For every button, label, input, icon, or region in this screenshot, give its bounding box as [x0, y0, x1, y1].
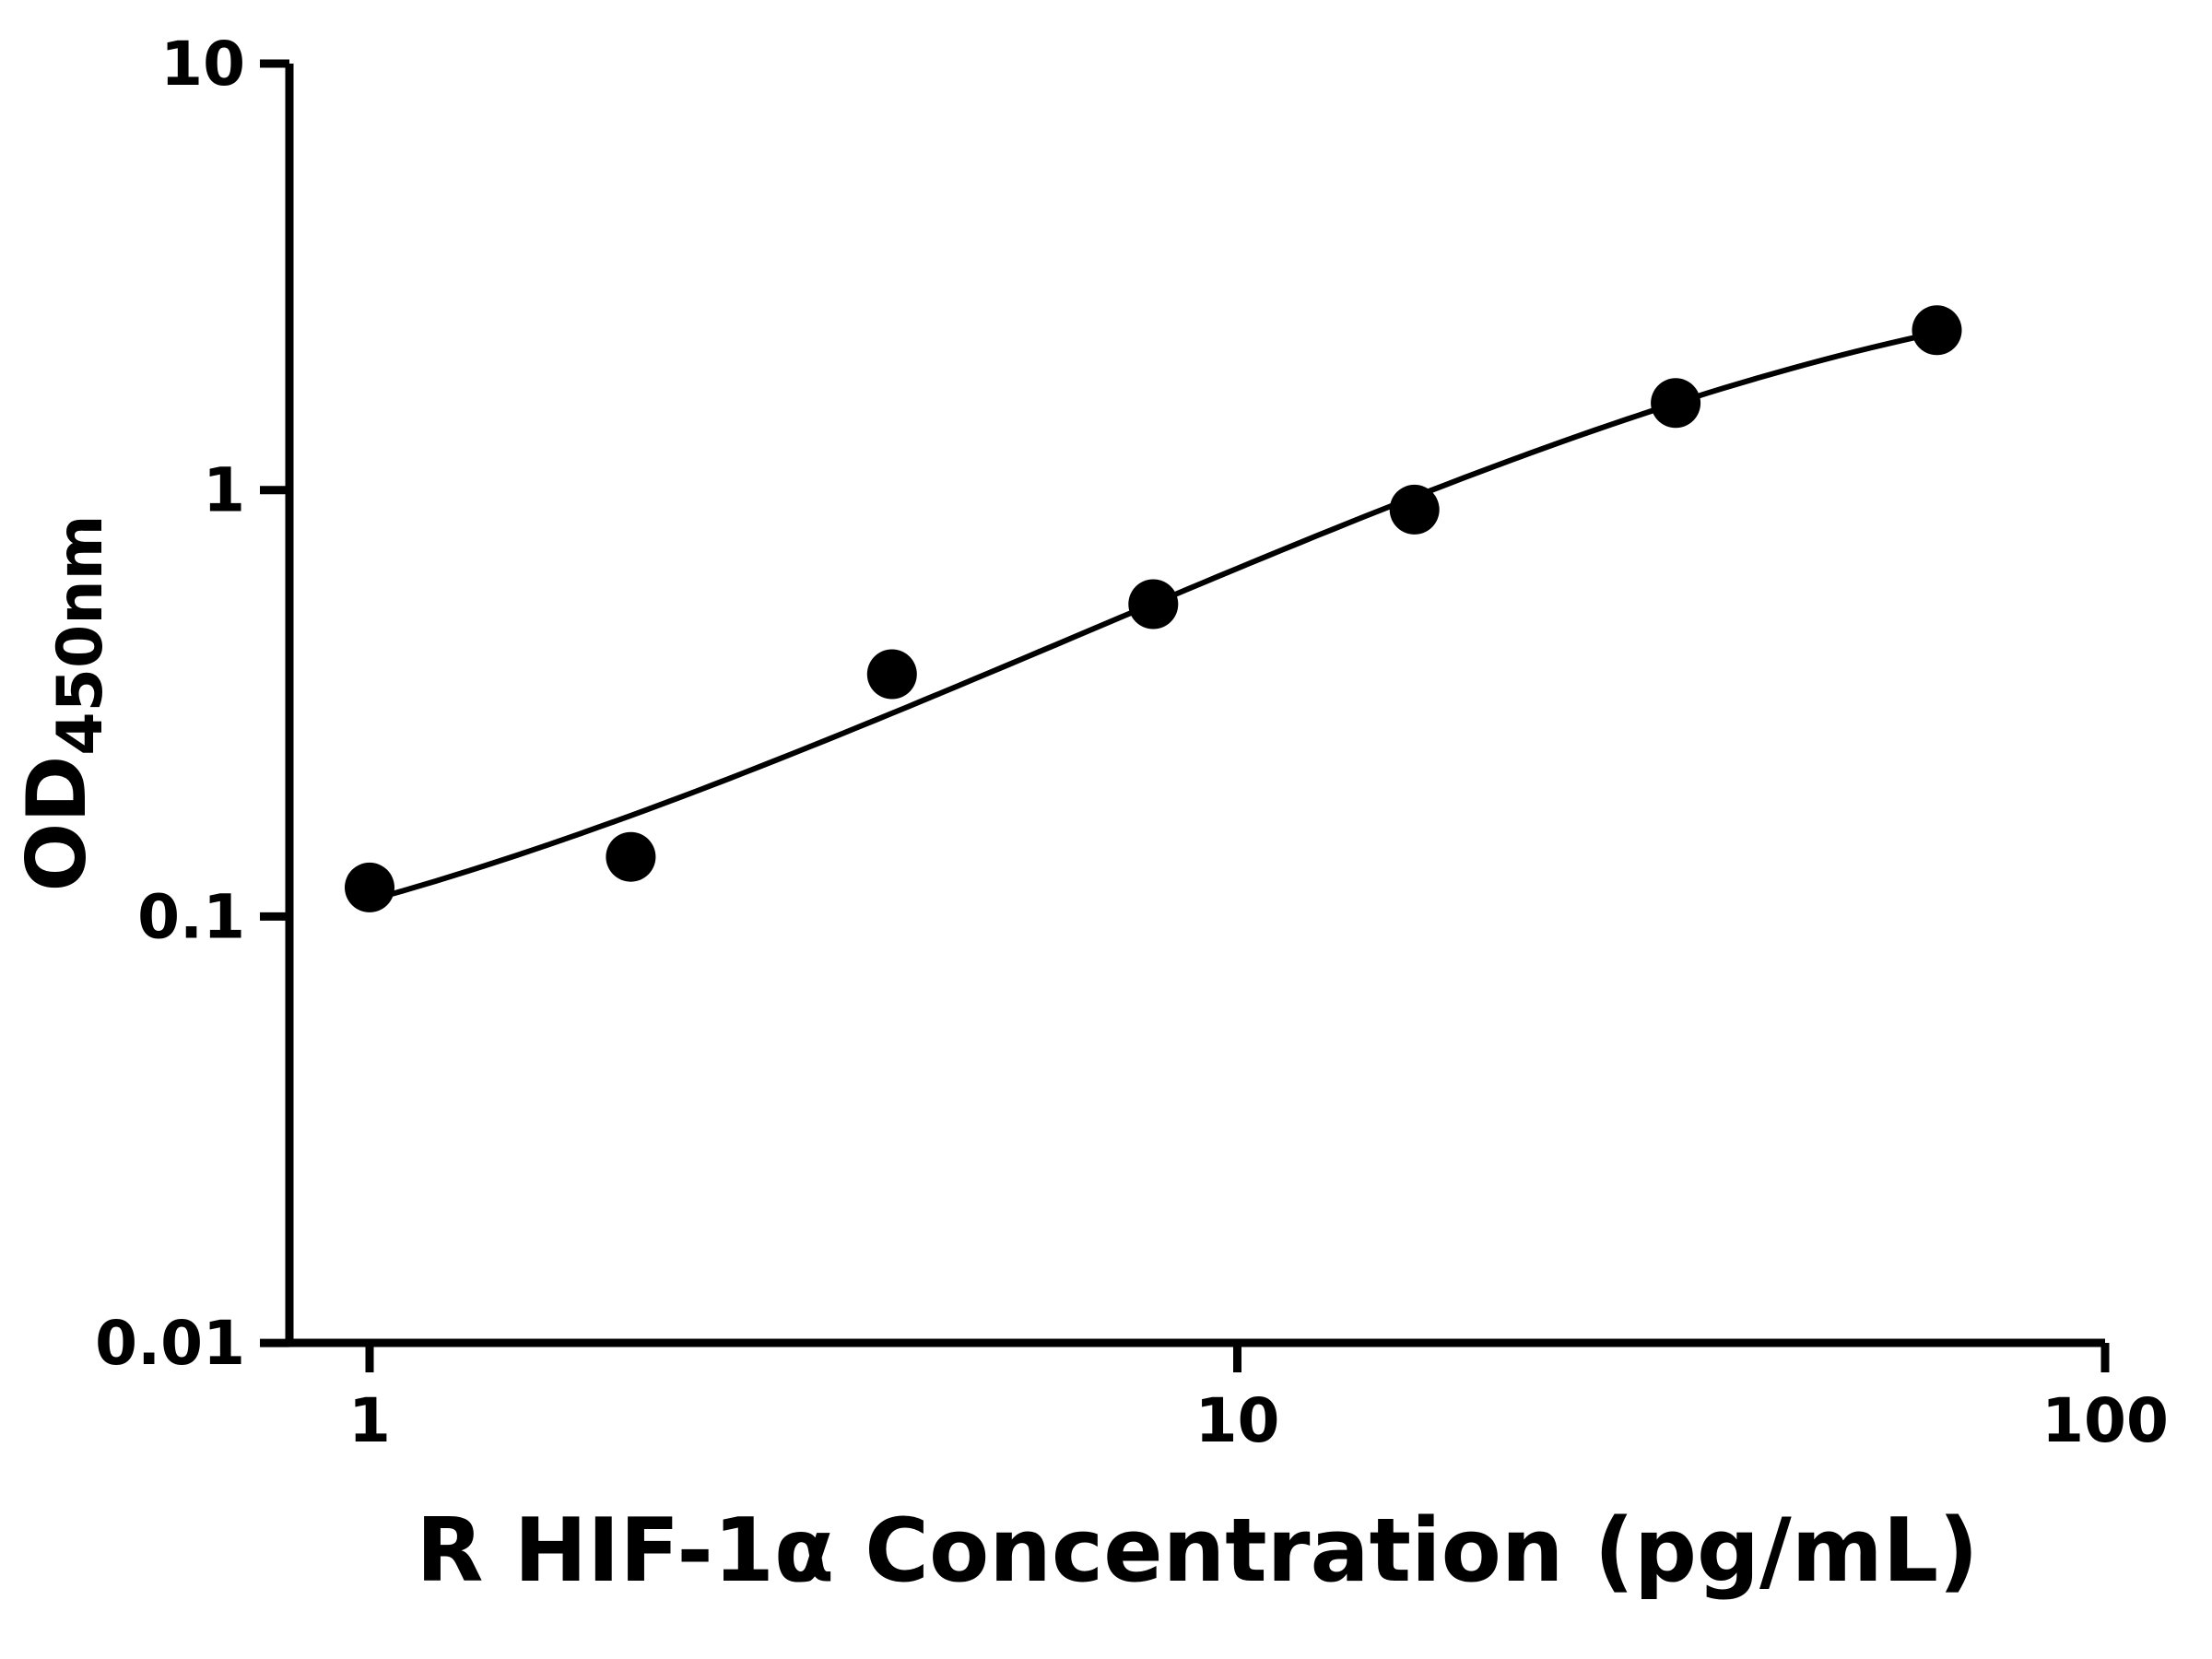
y-tick-label: 0.1 [137, 881, 245, 952]
y-tick-label: 0.01 [95, 1308, 245, 1379]
x-axis-title: R HIF-1α Concentration (pg/mL) [416, 1500, 1978, 1602]
y-tick-label: 1 [203, 455, 245, 526]
plot-layer: 1 10 100 10 1 0.1 0.01 [95, 29, 2169, 1456]
y-axis-title: OD450nm [9, 514, 117, 891]
y-tick-label: 10 [160, 29, 245, 100]
y-axis-title-main: OD [9, 756, 104, 892]
x-tick-label: 100 [2041, 1385, 2169, 1456]
data-point [345, 862, 394, 912]
data-point [1651, 378, 1701, 429]
x-tick-label: 1 [348, 1385, 391, 1456]
x-tick-label: 10 [1195, 1385, 1280, 1456]
data-point [1128, 579, 1179, 629]
data-point [1912, 305, 1962, 356]
axis-line [285, 64, 2105, 1347]
data-point [606, 831, 656, 882]
y-axis-title-sub: 450nm [44, 514, 117, 755]
data-point [1389, 484, 1440, 535]
data-point [866, 649, 917, 700]
